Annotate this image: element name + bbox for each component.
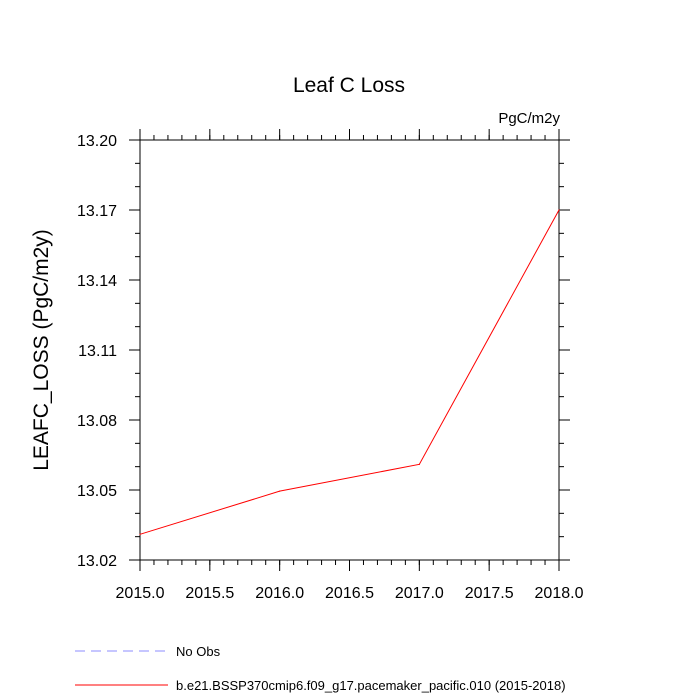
y-tick-label: 13.08 [77, 413, 117, 430]
data-point [139, 533, 141, 535]
x-tick-label: 2016.0 [255, 585, 304, 602]
y-tick-label: 13.14 [77, 273, 117, 290]
y-axis-label: LEAFC_LOSS (PgC/m2y) [30, 229, 53, 471]
plot-frame [139, 139, 560, 561]
data-point [279, 490, 281, 492]
data-point [418, 463, 420, 465]
axis-ticks [129, 129, 570, 571]
legend-label: No Obs [176, 644, 221, 659]
y-tick-label: 13.11 [78, 343, 117, 360]
x-tick-label: 2017.0 [395, 585, 444, 602]
y-tick-label: 13.02 [77, 553, 117, 570]
x-tick-label: 2018.0 [535, 585, 584, 602]
units-label: PgC/m2y [498, 110, 560, 127]
x-tick-label: 2016.5 [325, 585, 374, 602]
x-tick-label: 2015.5 [185, 585, 234, 602]
chart-title: Leaf C Loss [293, 74, 405, 97]
data-point [558, 209, 560, 211]
x-tick-label: 2015.0 [116, 585, 165, 602]
y-tick-label: 13.20 [77, 133, 117, 150]
legend-label: b.e21.BSSP370cmip6.f09_g17.pacemaker_pac… [176, 678, 566, 693]
tick-labels: 2015.0 2015.5 2016.0 2016.5 2017.0 2017.5 2018… [77, 133, 584, 602]
series-layer [139, 209, 560, 535]
legend: No Obs b.e21.BSSP370cmip6.f09_g17.pacemak… [75, 644, 566, 693]
y-tick-label: 13.05 [77, 483, 117, 500]
y-tick-label: 13.17 [77, 203, 117, 220]
series-line [139, 209, 560, 535]
x-tick-label: 2017.5 [465, 585, 514, 602]
